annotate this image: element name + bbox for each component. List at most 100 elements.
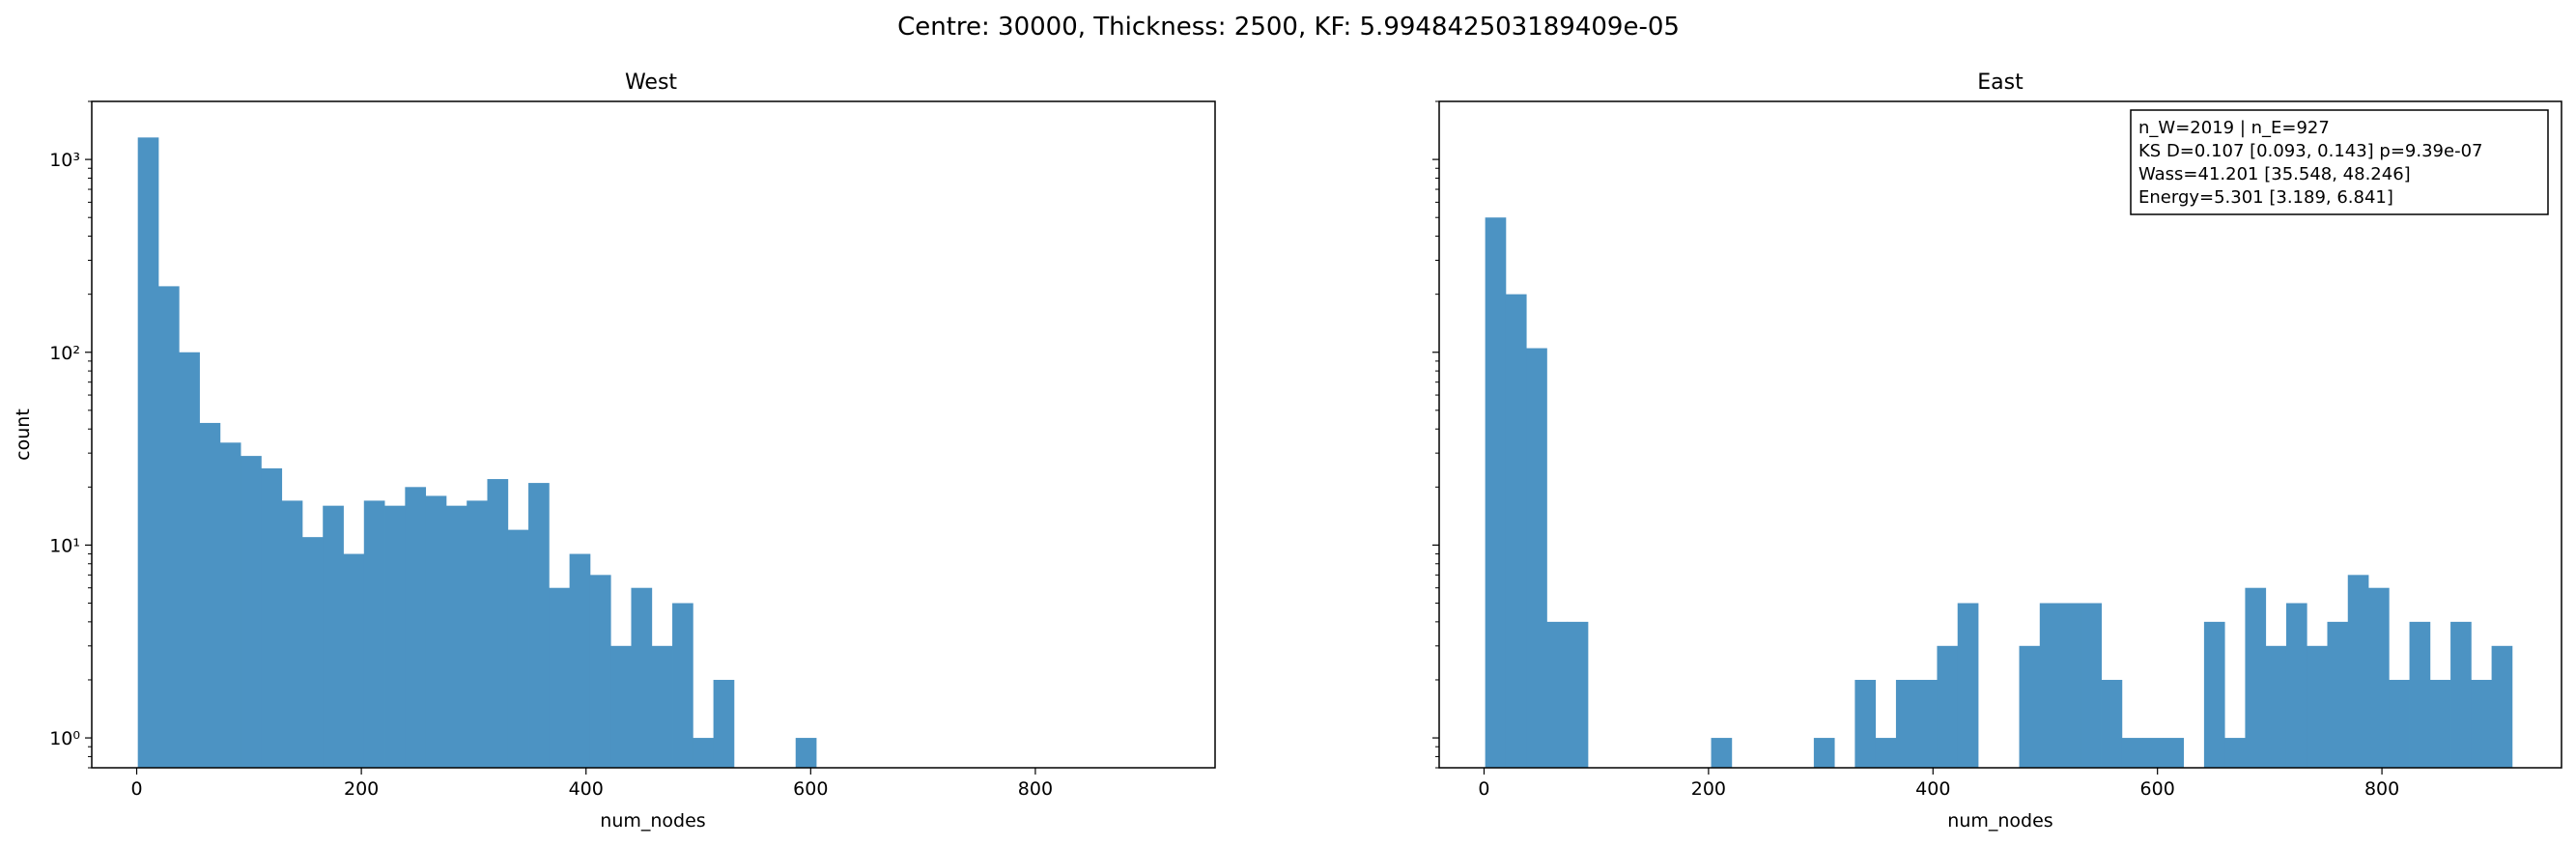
east-x-tick-label: 0 — [1478, 778, 1489, 800]
west-title: West — [625, 70, 677, 95]
east-x-tick-label: 800 — [2364, 778, 2399, 800]
west-bar — [651, 645, 673, 768]
west-bar — [157, 286, 180, 768]
west-bar — [179, 352, 200, 768]
west-y-tick-label: 10³ — [49, 150, 80, 171]
east-bar — [1937, 645, 1959, 768]
west-bar — [549, 587, 571, 768]
west-bar — [199, 422, 221, 768]
east-bar — [1505, 294, 1527, 768]
east-bar — [1957, 603, 1979, 768]
west-panel: West 0 200 400 600 800 10⁰ 10¹ 10² 10³ num_node… — [13, 70, 1216, 832]
west-bar — [610, 645, 632, 768]
east-bars — [1485, 217, 2513, 768]
east-bar — [1546, 621, 1569, 768]
west-bar — [467, 500, 488, 768]
west-bar — [323, 505, 344, 768]
east-bar — [2142, 738, 2164, 768]
east-bar — [2327, 621, 2349, 768]
east-bar — [2347, 575, 2369, 768]
east-bar — [2019, 645, 2041, 768]
east-bar — [2081, 603, 2102, 768]
west-bar — [425, 495, 447, 768]
west-x-tick-label: 800 — [1018, 778, 1053, 800]
east-bar — [2409, 621, 2431, 768]
west-bar — [713, 679, 735, 768]
west-bar — [137, 137, 159, 769]
east-bar — [2224, 738, 2246, 768]
west-x-axis-label: num_nodes — [600, 810, 705, 832]
west-y-tick-label: 10² — [49, 343, 80, 364]
east-bar — [1895, 679, 1917, 768]
east-bar — [2285, 603, 2307, 768]
east-bar — [2039, 603, 2061, 768]
stats-annotation-box: n_W=2019 | n_E=927 KS D=0.107 [0.093, 0.… — [2130, 109, 2549, 215]
west-bar — [363, 500, 385, 768]
stats-annotation-frame — [2130, 109, 2549, 215]
east-bar — [2121, 738, 2143, 768]
east-bar — [2389, 679, 2410, 768]
east-bar — [1916, 679, 1938, 768]
west-y-ticks: 10⁰ 10¹ 10² 10³ — [49, 100, 92, 769]
east-bar — [1485, 217, 1507, 768]
east-x-ticks: 0 200 400 600 800 — [1478, 768, 2399, 800]
stats-annotation-line-3: Wass=41.201 [35.548, 48.246] — [2138, 164, 2411, 184]
east-panel: East 0 200 400 600 800 num_nodes n_W=2019 | … — [1432, 70, 2562, 832]
east-axes-frame — [1438, 100, 2562, 769]
west-x-tick-label: 400 — [569, 778, 604, 800]
east-x-tick-label: 600 — [2140, 778, 2175, 800]
east-x-axis-label: num_nodes — [1947, 810, 2052, 832]
east-bar — [1711, 738, 1733, 768]
west-bar — [693, 738, 714, 768]
west-bar — [631, 587, 653, 768]
east-bar — [2450, 621, 2472, 768]
east-bar — [2265, 645, 2287, 768]
east-y-ticks — [1432, 100, 1439, 769]
east-bar — [2471, 679, 2492, 768]
stats-annotation-line-2: KS D=0.107 [0.093, 0.143] p=9.39e-07 — [2138, 141, 2482, 161]
west-axes-frame — [91, 100, 1216, 769]
east-bar — [2060, 603, 2081, 768]
east-x-tick-label: 400 — [1915, 778, 1950, 800]
east-bar — [2203, 621, 2225, 768]
west-bar — [301, 537, 324, 768]
west-bar — [795, 738, 817, 768]
west-bar — [405, 487, 427, 768]
west-bar — [343, 553, 365, 768]
east-bar — [2429, 679, 2451, 768]
west-bar — [487, 479, 509, 768]
east-bar — [2368, 587, 2390, 768]
west-x-tick-label: 600 — [793, 778, 828, 800]
east-bar — [2245, 587, 2267, 768]
west-bar — [445, 505, 467, 768]
east-x-tick-label: 200 — [1691, 778, 1726, 800]
west-x-ticks: 0 200 400 600 800 — [130, 768, 1053, 800]
west-bar — [569, 553, 591, 768]
east-bar — [1875, 738, 1897, 768]
west-bar — [241, 456, 262, 768]
west-bar — [261, 467, 283, 768]
east-bar — [2307, 645, 2328, 768]
east-bar — [2101, 679, 2123, 768]
west-bar — [589, 575, 611, 768]
east-bar — [1567, 621, 1589, 768]
east-title: East — [1977, 70, 2024, 95]
west-bar — [384, 505, 406, 768]
west-x-tick-label: 0 — [130, 778, 142, 800]
west-x-tick-label: 200 — [344, 778, 379, 800]
west-y-tick-label: 10⁰ — [49, 728, 80, 749]
east-bar — [1526, 348, 1547, 768]
stats-annotation-line-1: n_W=2019 | n_E=927 — [2138, 118, 2330, 138]
east-bar — [2491, 645, 2513, 768]
figure-suptitle: Centre: 30000, Thickness: 2500, KF: 5.99… — [897, 13, 1680, 42]
west-bar — [507, 529, 529, 768]
west-bar — [528, 483, 550, 768]
east-bar — [1813, 738, 1835, 768]
west-bar — [281, 500, 303, 768]
west-bars — [137, 137, 817, 769]
west-bar — [672, 603, 694, 768]
west-y-tick-label: 10¹ — [49, 535, 80, 556]
east-bar — [1854, 679, 1877, 768]
stats-annotation-line-4: Energy=5.301 [3.189, 6.841] — [2138, 187, 2393, 208]
